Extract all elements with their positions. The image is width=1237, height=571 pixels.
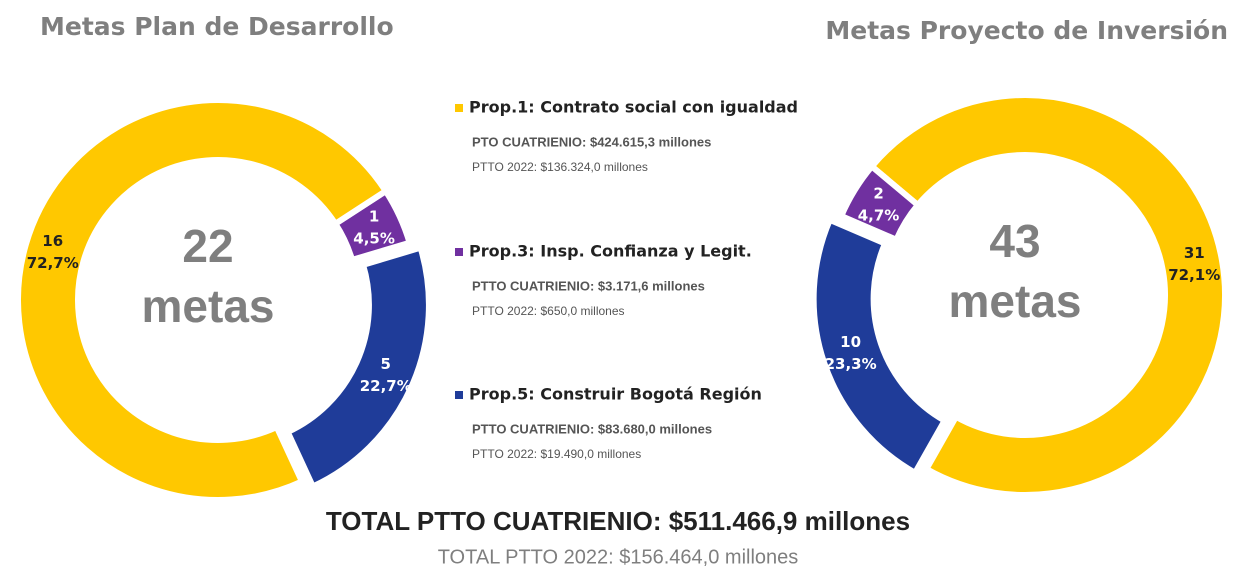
slice-count-label: 5 [381, 355, 391, 373]
chart-title: Metas Proyecto de Inversión [825, 16, 1228, 45]
total-cuatrienio: TOTAL PTTO CUATRIENIO: $511.466,9 millon… [326, 506, 910, 536]
legend-name: Prop.5: Construir Bogotá Región [469, 385, 762, 404]
slice-count-label: 10 [840, 333, 861, 351]
legend-cuatrienio: PTTO CUATRIENIO: $83.680,0 millones [472, 421, 712, 436]
slice-percent-label: 23,3% [825, 355, 877, 373]
legend-swatch [455, 248, 463, 256]
donut-slice [837, 162, 922, 244]
chart-title: Metas Plan de Desarrollo [40, 12, 394, 41]
legend-2022: PTTO 2022: $19.490,0 millones [472, 447, 641, 461]
slice-percent-label: 72,1% [1168, 266, 1220, 284]
legend-swatch [455, 104, 463, 112]
slice-count-label: 31 [1184, 244, 1205, 262]
legend-cuatrienio: PTTO CUATRIENIO: $3.171,6 millones [472, 278, 705, 293]
donut-slice [867, 92, 1228, 498]
slice-percent-label: 4,7% [858, 206, 900, 224]
center-label: metas [142, 280, 275, 332]
slice-count-label: 1 [369, 207, 379, 225]
slice-percent-label: 22,7% [360, 377, 412, 395]
center-label: metas [949, 275, 1082, 327]
slice-percent-label: 4,5% [353, 229, 395, 247]
slice-count-label: 16 [42, 232, 63, 250]
slice-percent-label: 72,7% [27, 254, 79, 272]
center-value: 43 [989, 215, 1040, 267]
donut-slice [331, 186, 414, 264]
donut-slice [810, 215, 949, 477]
legend-2022: PTTO 2022: $136.324,0 millones [472, 160, 648, 174]
legend-name: Prop.1: Contrato social con igualdad [469, 98, 798, 117]
donut-slice [283, 243, 432, 491]
total-2022: TOTAL PTTO 2022: $156.464,0 millones [438, 546, 799, 568]
legend-cuatrienio: PTO CUATRIENIO: $424.615,3 millones [472, 134, 711, 149]
legend-name: Prop.3: Insp. Confianza y Legit. [469, 242, 752, 261]
legend-2022: PTTO 2022: $650,0 millones [472, 304, 625, 318]
donut-slice [15, 97, 390, 503]
slice-count-label: 2 [873, 184, 883, 202]
legend-swatch [455, 391, 463, 399]
center-value: 22 [182, 220, 233, 272]
